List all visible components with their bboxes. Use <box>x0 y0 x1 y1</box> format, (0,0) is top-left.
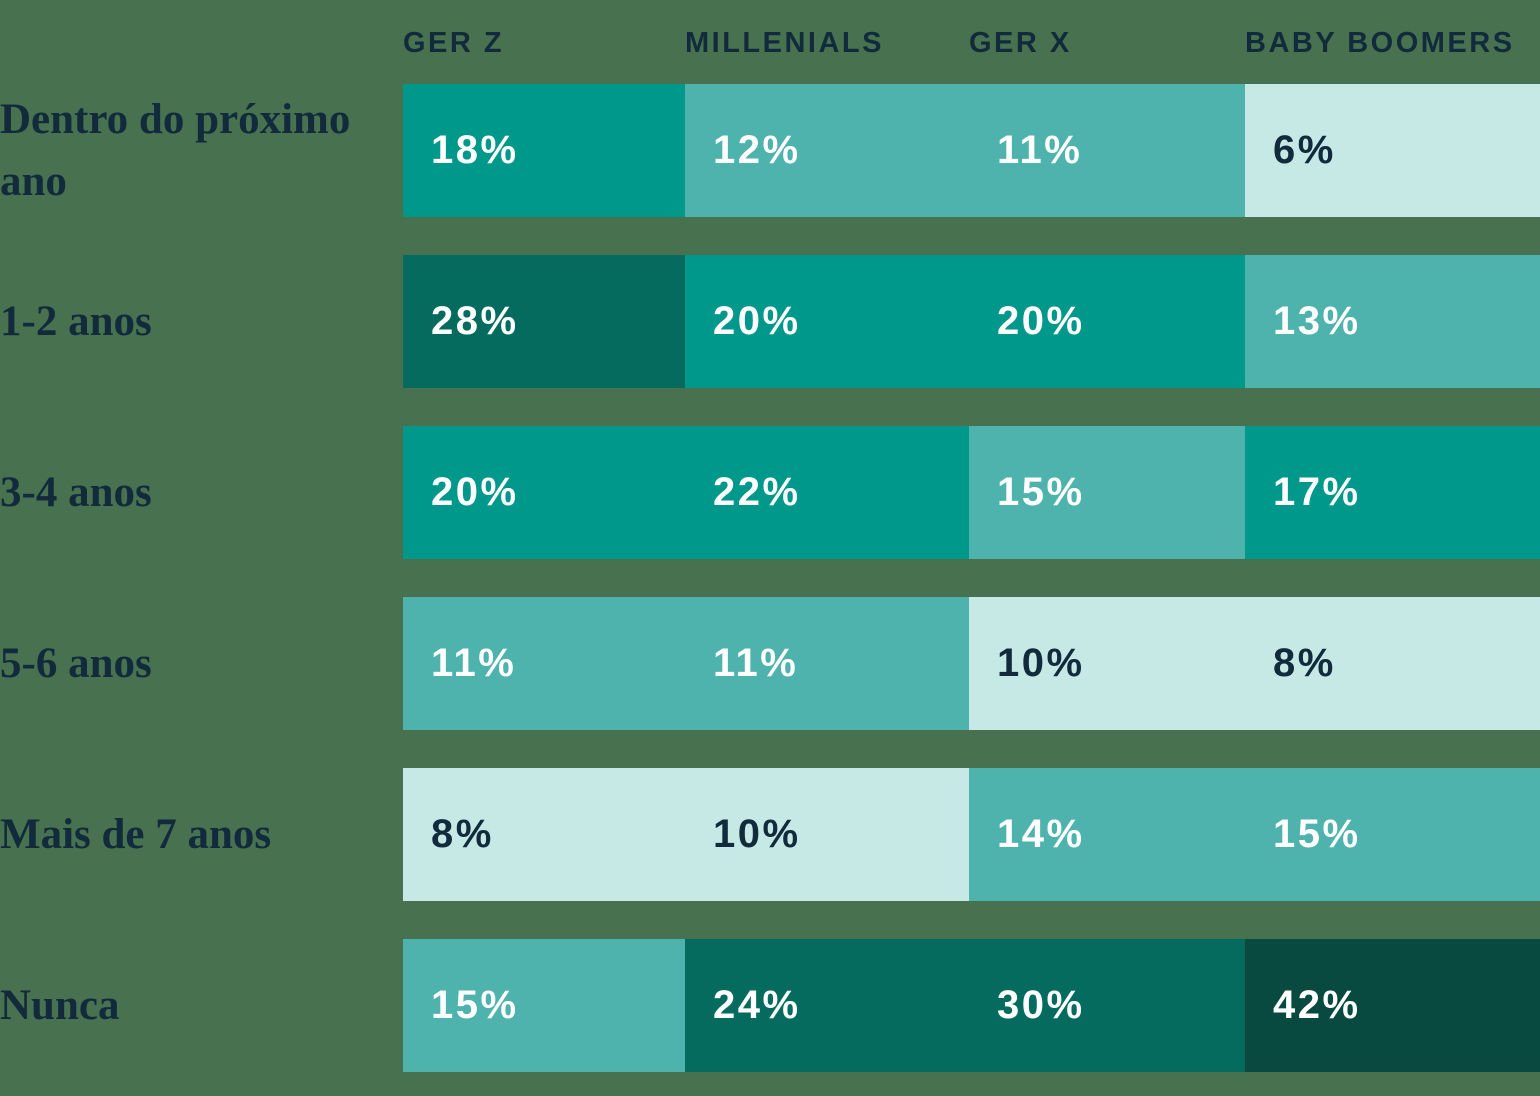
heatmap-cell: 42% <box>1245 939 1540 1072</box>
heatmap-cell: 20% <box>403 426 685 559</box>
heatmap-cell: 20% <box>685 255 969 388</box>
heatmap-cell: 15% <box>403 939 685 1072</box>
heatmap-cell: 28% <box>403 255 685 388</box>
heatmap-cell: 11% <box>685 597 969 730</box>
heatmap-cell: 12% <box>685 84 969 217</box>
column-header-ger-x: GER X <box>969 27 1072 59</box>
column-header-baby-boomers: BABY BOOMERS <box>1245 27 1515 59</box>
column-header-row: GER Z MILLENIALS GER X BABY BOOMERS <box>0 0 1540 84</box>
heatmap-cell: 8% <box>1245 597 1540 730</box>
row-label: Mais de 7 anos <box>0 810 272 858</box>
table-row: 1-2 anos 28% 20% 20% 13% <box>0 255 1540 388</box>
table-row: 5-6 anos 11% 11% 10% 8% <box>0 597 1540 730</box>
heatmap-cell: 24% <box>685 939 969 1072</box>
row-label: Nunca <box>0 981 120 1029</box>
heatmap-cell: 18% <box>403 84 685 217</box>
row-label: 3-4 anos <box>0 468 152 516</box>
column-header-ger-z: GER Z <box>403 27 505 59</box>
heatmap-cell: 10% <box>685 768 969 901</box>
table-row: Nunca 15% 24% 30% 42% <box>0 939 1540 1072</box>
heatmap-cell: 15% <box>969 426 1245 559</box>
row-label: Dentro do próximo ano <box>0 95 351 205</box>
heatmap-cell: 8% <box>403 768 685 901</box>
heatmap-cell: 15% <box>1245 768 1540 901</box>
column-header-millenials: MILLENIALS <box>685 27 884 59</box>
heatmap-cell: 17% <box>1245 426 1540 559</box>
heatmap-cell: 6% <box>1245 84 1540 217</box>
heatmap-cell: 22% <box>685 426 969 559</box>
table-row: Dentro do próximo ano 18% 12% 11% 6% <box>0 84 1540 217</box>
heatmap-cell: 11% <box>969 84 1245 217</box>
row-label: 5-6 anos <box>0 639 152 687</box>
table-row: 3-4 anos 20% 22% 15% 17% <box>0 426 1540 559</box>
heatmap-cell: 10% <box>969 597 1245 730</box>
heatmap-cell: 11% <box>403 597 685 730</box>
heatmap-cell: 13% <box>1245 255 1540 388</box>
heatmap-cell: 20% <box>969 255 1245 388</box>
row-label: 1-2 anos <box>0 297 152 345</box>
table-row: Mais de 7 anos 8% 10% 14% 15% <box>0 768 1540 901</box>
heatmap-cell: 30% <box>969 939 1245 1072</box>
heatmap-cell: 14% <box>969 768 1245 901</box>
